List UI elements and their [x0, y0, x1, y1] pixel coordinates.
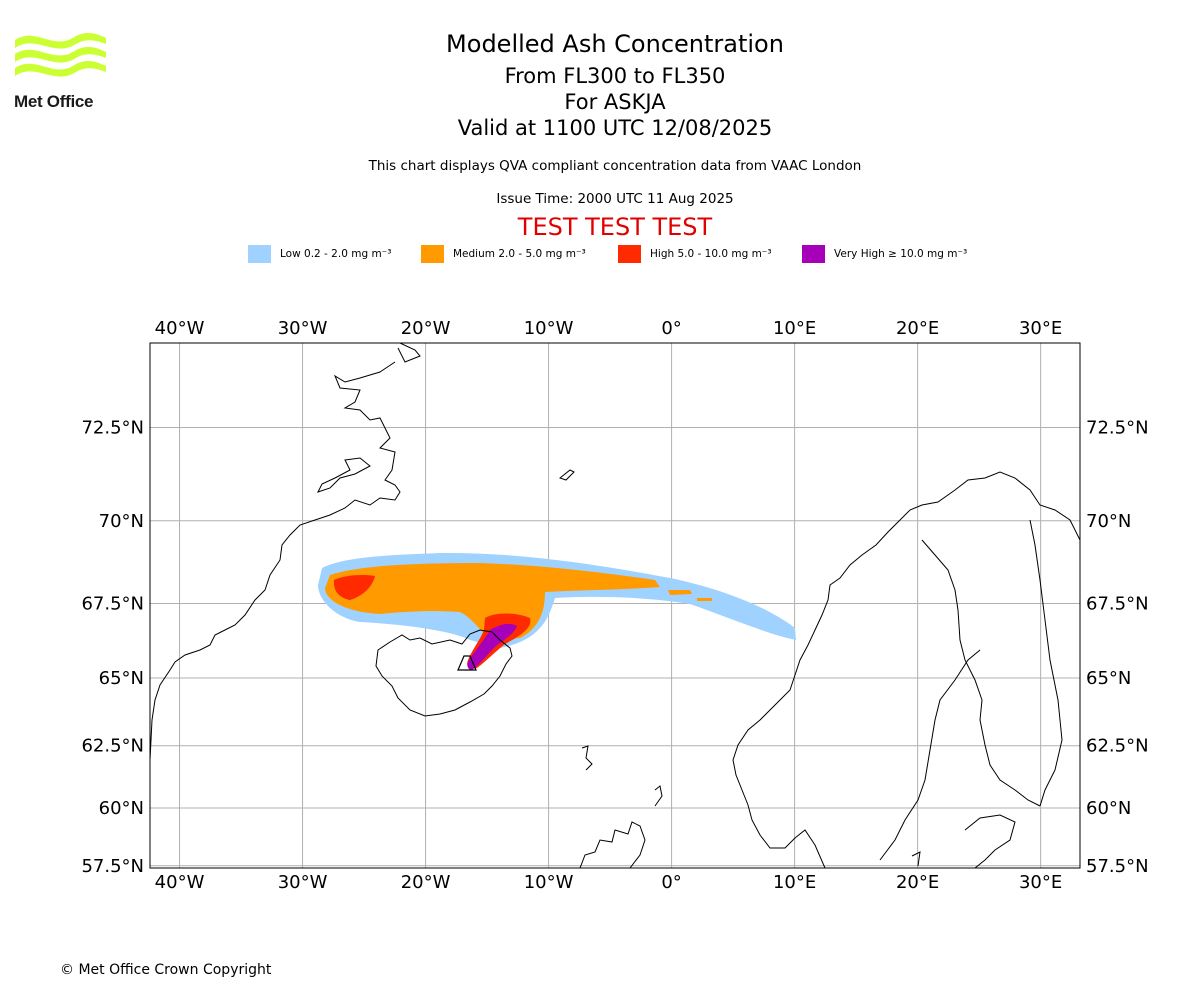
lat-tick-label-right: 57.5°N: [1086, 856, 1149, 877]
lon-tick-label-top: 10°W: [524, 318, 574, 339]
lon-tick-label-bottom: 30°W: [278, 872, 328, 893]
lat-tick-label-left: 72.5°N: [81, 417, 144, 438]
lon-tick-label-bottom: 20°E: [896, 872, 939, 893]
legend-swatch-high: [618, 245, 641, 263]
lat-tick-label-left: 57.5°N: [81, 856, 144, 877]
lon-tick-label-bottom: 30°E: [1019, 872, 1062, 893]
lat-tick-label-left: 65°N: [99, 668, 144, 689]
legend-item-medium: Medium 2.0 - 5.0 mg m⁻³: [421, 244, 586, 264]
lon-tick-label-bottom: 20°W: [401, 872, 451, 893]
logo-text: Met Office: [14, 92, 94, 111]
lat-tick-label-right: 67.5°N: [1086, 594, 1149, 615]
met-office-logo: [15, 32, 106, 77]
gulf-of-bothnia: [879, 649, 981, 861]
test-banner: TEST TEST TEST: [517, 213, 713, 241]
iceland-coastline: [375, 629, 513, 717]
faroe-islands: [581, 745, 593, 771]
volcano-name: For ASKJA: [564, 90, 666, 114]
legend-label-low: Low 0.2 - 2.0 mg m⁻³: [280, 248, 392, 260]
ash-medium-strand: [668, 590, 692, 595]
lon-tick-label-bottom: 10°E: [773, 872, 816, 893]
lat-tick-label-right: 72.5°N: [1086, 417, 1149, 438]
ash-medium-region: [325, 563, 660, 640]
lat-tick-label-left: 62.5°N: [81, 736, 144, 757]
volcano-source-marker: [457, 655, 477, 671]
lon-tick-label-top: 40°W: [155, 318, 205, 339]
flight-level-range: From FL300 to FL350: [504, 64, 726, 88]
finland-east-border: [1029, 519, 1063, 807]
lon-tick-label-bottom: 10°W: [524, 872, 574, 893]
legend-label-very-high: Very High ≥ 10.0 mg m⁻³: [834, 248, 968, 260]
lon-tick-label-bottom: 0°: [661, 872, 681, 893]
legend-item-very-high: Very High ≥ 10.0 mg m⁻³: [802, 244, 967, 264]
graticule: [150, 343, 1080, 868]
baltic-coast: [964, 814, 1016, 868]
copyright-notice: © Met Office Crown Copyright: [60, 962, 272, 978]
ash-very-high-region: [467, 623, 517, 670]
lat-tick-label-right: 60°N: [1086, 798, 1131, 819]
legend-label-medium: Medium 2.0 - 5.0 mg m⁻³: [453, 248, 586, 260]
map-frame: [149, 342, 1081, 869]
sweden-finland-border: [921, 539, 1041, 807]
issue-time: Issue Time: 2000 UTC 11 Aug 2025: [496, 191, 734, 207]
legend-item-high: High 5.0 - 10.0 mg m⁻³: [618, 244, 772, 264]
lat-tick-label-right: 70°N: [1086, 511, 1131, 532]
lon-tick-label-top: 10°E: [773, 318, 816, 339]
chart-title: Modelled Ash Concentration: [446, 30, 784, 58]
lon-tick-label-top: 20°W: [401, 318, 451, 339]
lat-tick-label-left: 70°N: [99, 511, 144, 532]
legend-item-low: Low 0.2 - 2.0 mg m⁻³: [248, 244, 391, 264]
lat-tick-label-left: 60°N: [99, 798, 144, 819]
greenland-coastline: [150, 343, 421, 761]
scotland-coastline: [579, 821, 646, 868]
norway-coastline: [732, 471, 1080, 868]
lon-tick-label-top: 20°E: [896, 318, 939, 339]
jan-mayen: [558, 469, 575, 481]
shetland-islands: [654, 785, 663, 807]
lon-tick-label-bottom: 40°W: [155, 872, 205, 893]
greenland-fjord: [317, 457, 371, 493]
lat-tick-label-left: 67.5°N: [81, 594, 144, 615]
lon-tick-label-top: 30°W: [278, 318, 328, 339]
legend-swatch-very-high: [802, 245, 825, 263]
ash-concentration-map: 40°W 40°W 30°W 30°W 20°W 20°W 10°W 10°W 0° 0° 10°E…: [81, 318, 1148, 893]
ash-medium-strand: [697, 598, 712, 601]
chart-subtitle: This chart displays QVA compliant concen…: [368, 158, 862, 174]
legend-swatch-medium: [421, 245, 444, 263]
map-frame-background: [150, 343, 1080, 868]
axis-tick-labels: 40°W 40°W 30°W 30°W 20°W 20°W 10°W 10°W 0° 0° 10°E…: [81, 318, 1148, 893]
coastlines: [150, 343, 1080, 868]
lat-tick-label-right: 65°N: [1086, 668, 1131, 689]
legend-swatch-low: [248, 245, 271, 263]
lon-tick-label-top: 30°E: [1019, 318, 1062, 339]
lon-tick-label-top: 0°: [661, 318, 681, 339]
ash-high-region: [333, 575, 375, 600]
valid-time: Valid at 1100 UTC 12/08/2025: [457, 116, 773, 140]
gotland: [911, 851, 921, 867]
legend-label-high: High 5.0 - 10.0 mg m⁻³: [650, 248, 772, 260]
lat-tick-label-right: 62.5°N: [1086, 736, 1149, 757]
